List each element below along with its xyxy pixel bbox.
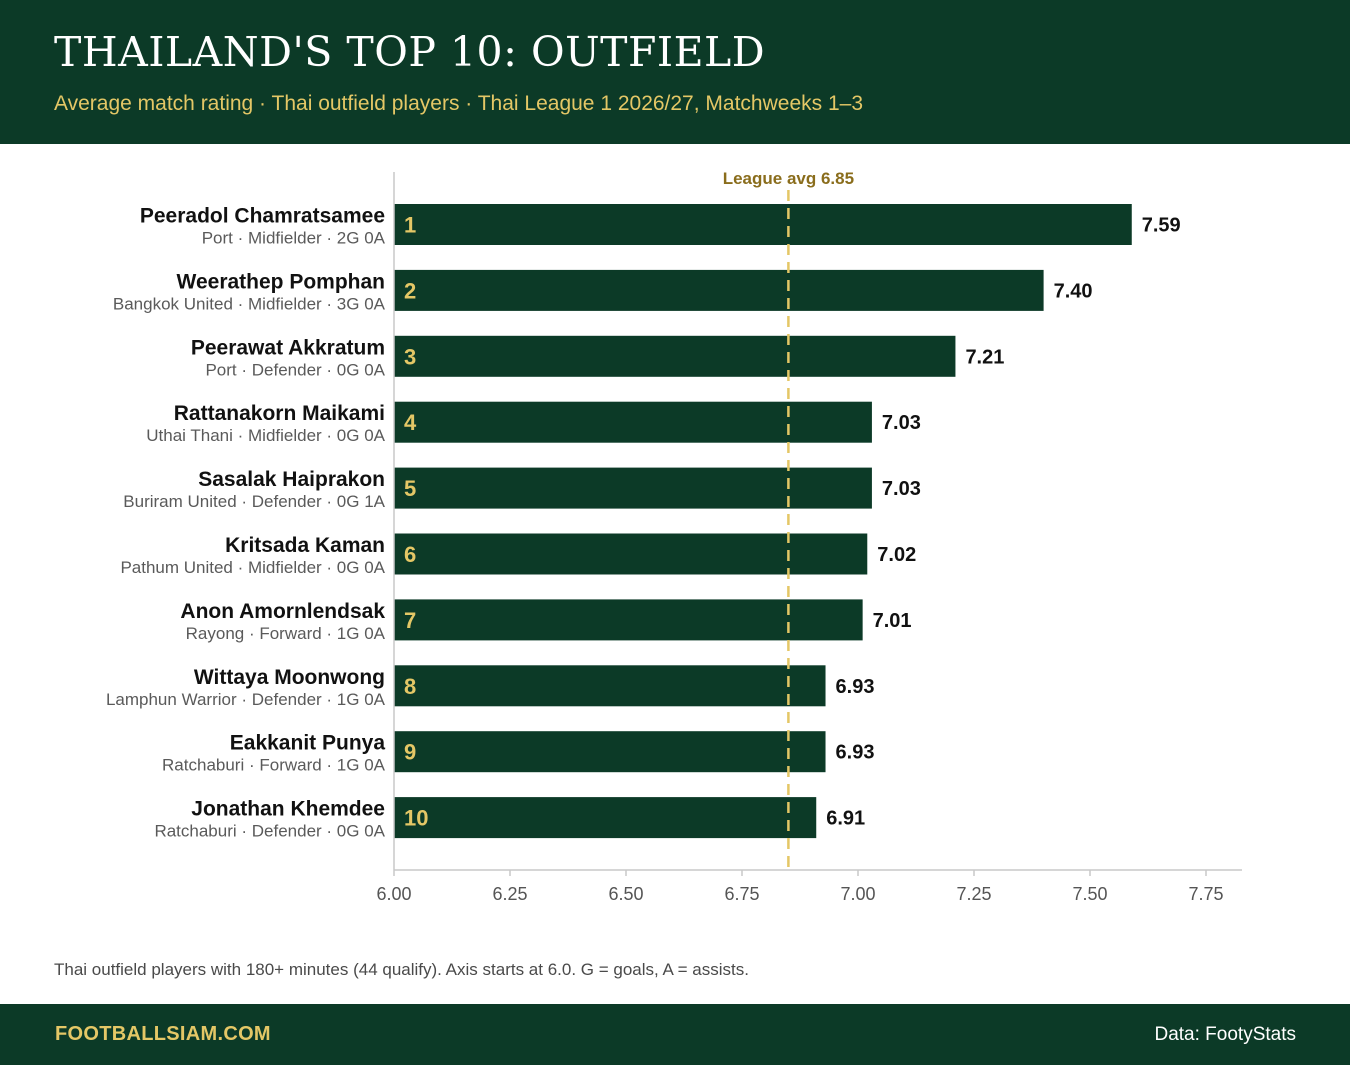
brand-logo[interactable]: FOOTBALLSIAM.COM [55, 1023, 271, 1045]
bar-value-label: 7.21 [965, 346, 1004, 368]
bar-rank-label: 7 [404, 608, 416, 633]
player-details-label: Port · Defender · 0G 0A [205, 360, 385, 379]
x-tick-label: 6.75 [724, 884, 759, 904]
bar-rank-label: 9 [404, 740, 416, 765]
player-details-label: Ratchaburi · Forward · 1G 0A [162, 756, 386, 775]
player-details-label: Bangkok United · Midfielder · 3G 0A [113, 294, 386, 313]
player-details-label: Uthai Thani · Midfielder · 0G 0A [146, 426, 385, 445]
x-tick-label: 7.75 [1188, 884, 1223, 904]
player-details-label: Lamphun Warrior · Defender · 1G 0A [106, 690, 386, 709]
x-tick-label: 6.00 [376, 884, 411, 904]
bar-value-label: 6.91 [826, 808, 865, 830]
bar-value-label: 7.59 [1142, 215, 1181, 237]
player-name-label: Kritsada Kaman [225, 534, 385, 557]
bar-rank-label: 5 [404, 476, 416, 501]
player-name-label: Rattanakorn Maikami [174, 402, 385, 425]
x-tick-label: 7.00 [840, 884, 875, 904]
bar [394, 335, 956, 377]
x-tick-label: 6.50 [608, 884, 643, 904]
x-tick-label: 6.25 [492, 884, 527, 904]
player-name-label: Wittaya Moonwong [194, 666, 385, 689]
x-tick-label: 7.50 [1072, 884, 1107, 904]
player-name-label: Sasalak Haiprakon [198, 468, 385, 491]
bar [394, 467, 872, 509]
header: THAILAND'S TOP 10: OUTFIELD Average matc… [0, 0, 1350, 144]
player-details-label: Port · Midfielder · 2G 0A [202, 229, 386, 248]
bar [394, 204, 1132, 245]
page-subtitle: Average match rating · Thai outfield pla… [54, 92, 863, 115]
bar-rank-label: 1 [404, 213, 416, 238]
player-name-label: Peeradol Chamratsamee [140, 205, 385, 228]
footnote: Thai outfield players with 180+ minutes … [54, 960, 749, 979]
player-name-label: Peerawat Akkratum [191, 336, 385, 359]
bar-value-label: 7.03 [882, 412, 921, 434]
bar-value-label: 7.01 [873, 610, 912, 632]
bar-rank-label: 4 [404, 410, 417, 435]
player-name-label: Anon Amornlendsak [180, 600, 385, 623]
bar [394, 401, 872, 443]
player-details-label: Pathum United · Midfielder · 0G 0A [120, 558, 385, 577]
bar-value-label: 6.93 [836, 676, 875, 698]
bar-rank-label: 2 [404, 278, 416, 303]
bar-rank-label: 10 [404, 806, 428, 831]
bar-value-label: 6.93 [836, 742, 875, 764]
bar-value-label: 7.40 [1054, 280, 1093, 302]
player-name-label: Eakkanit Punya [230, 732, 386, 755]
bar-rank-label: 8 [404, 674, 416, 699]
bar [394, 797, 817, 839]
player-details-label: Rayong · Forward · 1G 0A [186, 624, 386, 643]
player-details-label: Ratchaburi · Defender · 0G 0A [154, 822, 385, 841]
player-details-label: Buriram United · Defender · 0G 1A [123, 492, 385, 511]
league-average-label: League avg 6.85 [723, 169, 854, 188]
bar-value-label: 7.03 [882, 478, 921, 500]
player-name-label: Jonathan Khemdee [191, 798, 385, 821]
page-title: THAILAND'S TOP 10: OUTFIELD [54, 28, 766, 76]
bar-value-label: 7.02 [877, 544, 916, 566]
data-source: Data: FootyStats [1154, 1024, 1296, 1045]
bar [394, 665, 826, 707]
player-name-label: Weerathep Pomphan [177, 270, 385, 293]
bar-rank-label: 3 [404, 344, 416, 369]
x-tick-label: 7.25 [956, 884, 991, 904]
footer: FOOTBALLSIAM.COM Data: FootyStats [0, 1004, 1350, 1065]
bar [394, 269, 1044, 311]
bar [394, 533, 868, 575]
bar [394, 731, 826, 773]
bar-rank-label: 6 [404, 542, 416, 567]
bar [394, 599, 863, 641]
